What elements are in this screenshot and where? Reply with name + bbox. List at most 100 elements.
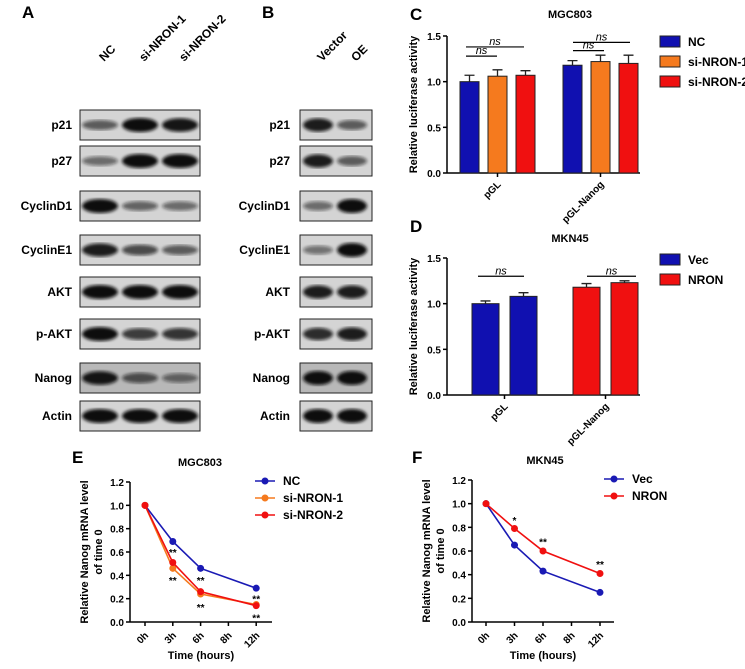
x-tick-label: 6h: [191, 630, 207, 646]
blot-a-band: [82, 409, 118, 423]
y-tick-label: 0.5: [427, 345, 441, 356]
blot-a-band: [162, 154, 198, 168]
significance-label: ns: [606, 265, 618, 277]
panel-label-e: E: [72, 448, 83, 467]
data-point: [169, 559, 177, 566]
blot-a-row-label: CyclinE1: [21, 243, 72, 257]
significance-label: **: [169, 576, 177, 587]
legend-swatch: [659, 253, 681, 266]
x-tick-label: 0h: [476, 630, 492, 646]
y-tick-label: 0.2: [452, 594, 466, 605]
y-tick-label: 1.5: [427, 254, 441, 265]
error-bar: [492, 69, 503, 77]
y-tick-label: 1.0: [110, 501, 124, 512]
blot-b-row-label: p27: [269, 154, 290, 168]
error-bar: [518, 292, 529, 297]
blot-b-row-label: Nanog: [253, 371, 290, 385]
blot-a-band: [122, 244, 158, 256]
error-bar: [619, 280, 630, 283]
error-bar: [581, 282, 592, 288]
x-tick-label: 6h: [533, 630, 549, 646]
legend-marker: [261, 477, 269, 485]
blot-a-row-label: p27: [51, 154, 72, 168]
blot-a-band: [82, 285, 118, 299]
blot-b-band: [337, 199, 367, 213]
legend-label: NC: [688, 35, 706, 49]
blot-b-band: [337, 371, 367, 385]
blot-b-band: [303, 154, 333, 168]
y-tick-label: 0.6: [452, 547, 466, 558]
bar: [572, 286, 601, 396]
panel-label-b: B: [262, 3, 274, 22]
blot-a-band: [122, 409, 158, 423]
panel-label-d: D: [410, 217, 422, 236]
legend-label: Vec: [688, 253, 709, 267]
legend-swatch: [659, 55, 681, 68]
y-tick-label: 0.4: [452, 571, 466, 582]
panel-label-c: C: [410, 5, 422, 24]
legend-label: si-NRON-2: [283, 508, 343, 522]
bar: [487, 75, 508, 174]
blot-a-band: [82, 120, 118, 130]
x-tick-label: 8h: [562, 630, 578, 646]
data-point: [511, 541, 518, 549]
data-point: [252, 584, 260, 592]
significance-label: ns: [495, 265, 507, 277]
blot-a-band: [122, 201, 158, 211]
x-axis-label: Time (hours): [510, 650, 577, 662]
y-axis-label: Relative Nanog mRNA level: [421, 479, 433, 622]
series-line: [144, 504, 257, 607]
panel-label-f: F: [412, 448, 422, 467]
blot-b-band: [303, 371, 333, 385]
y-tick-label: 1.2: [110, 478, 124, 489]
blot-b-row-label: CyclinE1: [239, 243, 290, 257]
bar: [509, 295, 538, 396]
significance-label: *: [513, 516, 517, 527]
blot-b-band: [337, 285, 367, 299]
data-point: [596, 569, 604, 577]
chart-title: MKN45: [526, 455, 563, 467]
significance-label: **: [197, 576, 205, 587]
x-tick-label: 12h: [242, 630, 262, 650]
blot-a-band: [162, 118, 198, 132]
blot-a-band: [82, 156, 118, 166]
blot-b-row-label: p-AKT: [254, 327, 291, 341]
blot-a-band: [162, 409, 198, 423]
legend-label: si-NRON-1: [688, 55, 745, 69]
blot-b-band: [303, 118, 333, 132]
chart-title: MGC803: [548, 9, 592, 21]
blot-a-row-label: AKT: [47, 285, 72, 299]
blot-a-row-label: Nanog: [35, 371, 72, 385]
x-tick-label: pGL: [482, 179, 504, 201]
data-point: [539, 567, 547, 575]
y-tick-label: 1.2: [452, 476, 466, 487]
significance-label: **: [197, 603, 205, 614]
x-tick-label: 3h: [163, 630, 179, 646]
legend-label: Vec: [632, 472, 653, 486]
blot-a-band: [122, 118, 158, 132]
blot-b-row-label: CyclinD1: [239, 199, 291, 213]
y-tick-label: 0.0: [427, 169, 441, 180]
error-bar: [520, 70, 531, 76]
x-tick-label: pGL-Nanog: [560, 179, 606, 225]
blot-b-band: [337, 409, 367, 423]
y-axis-label: of time 0: [435, 528, 447, 573]
data-point: [141, 501, 149, 509]
bar: [515, 74, 536, 174]
significance-label: **: [252, 595, 260, 606]
y-tick-label: 1.0: [427, 300, 441, 311]
data-point: [596, 588, 604, 596]
x-tick-label: 12h: [586, 630, 606, 650]
x-tick-label: pGL: [489, 401, 511, 423]
y-tick-label: 0.2: [110, 595, 124, 606]
y-tick-label: 0.8: [110, 525, 124, 536]
legend-swatch: [659, 273, 681, 286]
data-point: [252, 602, 260, 610]
significance-label: ns: [596, 31, 608, 43]
blot-a-band: [162, 285, 198, 299]
bar: [610, 282, 639, 396]
legend-marker: [261, 511, 269, 519]
blot-a-band: [82, 243, 118, 257]
data-point: [482, 500, 490, 508]
